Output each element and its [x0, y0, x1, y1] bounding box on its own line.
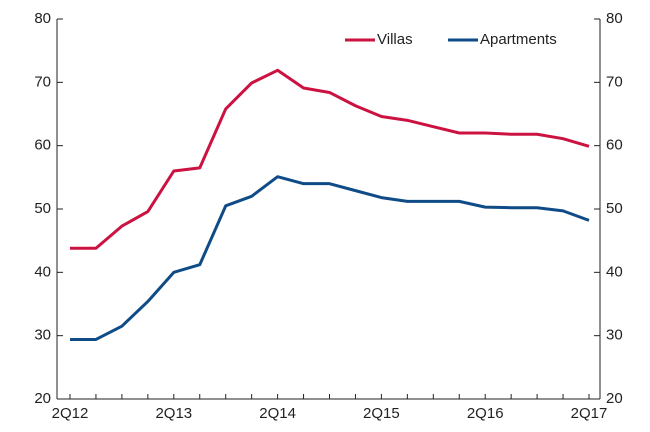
y-tick-label: 40 — [34, 263, 51, 280]
y2-tick-label: 60 — [606, 137, 623, 154]
y-tick-label: 30 — [34, 327, 51, 344]
legend-label: Villas — [377, 31, 413, 48]
legend-label: Apartments — [480, 31, 557, 48]
y2-tick-label: 20 — [606, 390, 623, 407]
y-tick-label: 20 — [34, 390, 51, 407]
y-tick-label: 50 — [34, 200, 51, 217]
y2-tick-label: 40 — [606, 263, 623, 280]
line-series — [70, 68, 590, 250]
y-tick-label: 80 — [34, 10, 51, 27]
y2-tick-label: 80 — [606, 10, 623, 27]
line-series — [70, 175, 590, 341]
y2-tick-label: 30 — [606, 327, 623, 344]
y2-tick-label: 50 — [606, 200, 623, 217]
x-tick-label: 2Q12 — [52, 405, 89, 422]
y-tick-label: 60 — [34, 137, 51, 154]
y-tick-label: 70 — [34, 73, 51, 90]
x-tick-label: 2Q15 — [363, 405, 400, 422]
x-tick-label: 2Q16 — [467, 405, 504, 422]
x-tick-label: 2Q17 — [571, 405, 608, 422]
x-tick-label: 2Q13 — [155, 405, 192, 422]
x-tick-label: 2Q14 — [259, 405, 296, 422]
y2-tick-label: 70 — [606, 73, 623, 90]
